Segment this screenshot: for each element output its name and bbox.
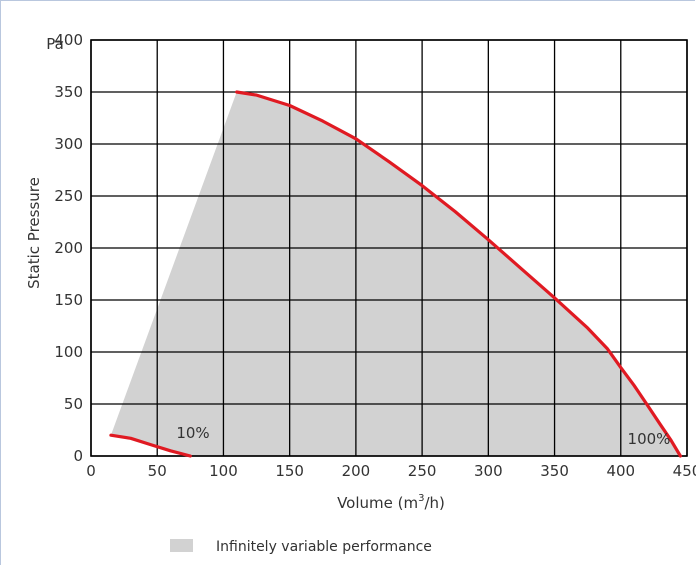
- x-tick-label-350: 350: [540, 462, 569, 480]
- plot-frame: [90, 39, 688, 457]
- tick-label-layer: 0 50 100 150 200 250 300 350 400 450 0 50 100 150 200 2…: [54, 31, 696, 480]
- y-tick-label-250: 250: [54, 187, 83, 205]
- y-tick-label-350: 350: [54, 83, 83, 101]
- x-tick-label-200: 200: [342, 462, 371, 480]
- x-axis-title-sup: 3: [418, 493, 424, 504]
- series-layer: [109, 90, 683, 458]
- y-unit-label: Pa: [46, 35, 64, 53]
- y-axis-title: Static Pressure: [25, 177, 43, 289]
- grid-layer: [90, 39, 688, 457]
- x-axis-title: Volume (m3/h): [337, 493, 445, 512]
- legend-swatch: [170, 539, 193, 552]
- y-tick-label-50: 50: [64, 395, 83, 413]
- x-tick-label-300: 300: [474, 462, 503, 480]
- x-tick-label-400: 400: [606, 462, 635, 480]
- legend-label: Infinitely variable performance: [216, 539, 432, 555]
- x-axis-title-prefix: Volume (m: [337, 494, 418, 512]
- y-tick-label-300: 300: [54, 135, 83, 153]
- x-tick-label-0: 0: [86, 462, 96, 480]
- shaded-region-layer: [110, 92, 681, 456]
- x-tick-label-150: 150: [275, 462, 304, 480]
- series-label-100: 100%: [628, 430, 671, 448]
- x-tick-label-100: 100: [209, 462, 238, 480]
- y-tick-label-400: 400: [54, 31, 83, 49]
- x-axis-title-suffix: /h): [424, 494, 444, 512]
- series-line-1: [109, 433, 192, 458]
- y-tick-label-150: 150: [54, 291, 83, 309]
- shaded-region: [110, 92, 681, 456]
- y-tick-label-200: 200: [54, 239, 83, 257]
- series-line-0: [235, 90, 683, 458]
- y-tick-label-0: 0: [73, 447, 83, 465]
- x-tick-label-450: 450: [673, 462, 696, 480]
- y-tick-label-100: 100: [54, 343, 83, 361]
- x-tick-label-250: 250: [408, 462, 437, 480]
- series-label-10: 10%: [176, 424, 209, 442]
- x-tick-label-50: 50: [148, 462, 167, 480]
